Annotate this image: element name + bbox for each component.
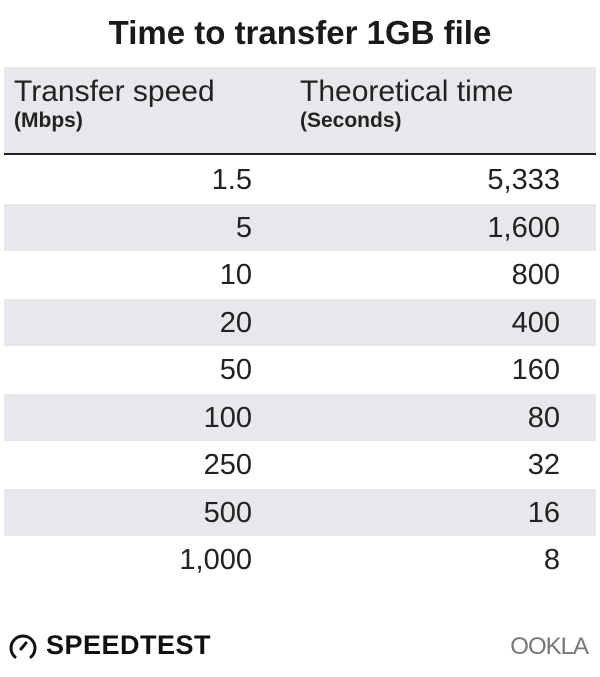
- table-row: 100 80: [4, 393, 596, 441]
- time-cell: 1,600: [487, 211, 560, 244]
- header-speed-label: Transfer speed: [14, 75, 215, 108]
- header-time-label: Theoretical time: [300, 75, 514, 108]
- table-row: 10 800: [4, 251, 596, 299]
- speed-cell: 20: [219, 306, 252, 339]
- time-cell: 400: [511, 306, 560, 339]
- table-body: 1.5 5,333 5 1,600 10 800 20 400 50 160 100 80 250 32 5…: [4, 156, 596, 584]
- speed-cell: 100: [203, 401, 252, 434]
- time-cell: 80: [527, 401, 560, 434]
- data-table: Transfer speed (Mbps) Theoretical time (…: [4, 67, 596, 584]
- header-speed-unit: (Mbps): [14, 109, 83, 132]
- time-cell: 8: [543, 544, 560, 576]
- speed-cell: 50: [219, 354, 252, 386]
- table-row: 1.5 5,333: [4, 156, 596, 204]
- speed-cell: 1,000: [179, 544, 252, 576]
- header-time-unit: (Seconds): [300, 109, 402, 132]
- speedtest-logo: SPEEDTEST: [8, 630, 211, 661]
- time-cell: 5,333: [487, 164, 560, 196]
- chart-title: Time to transfer 1GB file: [108, 14, 492, 51]
- table-row: 50 160: [4, 346, 596, 394]
- time-cell: 800: [511, 259, 560, 291]
- speed-cell: 10: [219, 259, 252, 291]
- header-time: Theoretical time (Seconds): [300, 75, 513, 133]
- time-cell: 16: [527, 496, 560, 529]
- speedometer-icon: [9, 634, 37, 658]
- time-cell: 160: [511, 354, 560, 386]
- table-row: 20 400: [4, 298, 596, 346]
- table-row: 500 16: [4, 488, 596, 536]
- speed-cell: 250: [203, 449, 252, 481]
- speed-cell: 5: [235, 211, 252, 244]
- ookla-logo: OOKLA: [510, 633, 589, 660]
- time-cell: 32: [527, 449, 560, 481]
- speed-cell: 500: [203, 496, 252, 529]
- table-row: 1,000 8: [4, 536, 596, 584]
- table-row: 250 32: [4, 441, 596, 489]
- header-speed: Transfer speed (Mbps): [14, 75, 215, 133]
- table-header: Transfer speed (Mbps) Theoretical time (…: [4, 67, 596, 155]
- speed-cell: 1.5: [211, 164, 252, 196]
- table-row: 5 1,600: [4, 203, 596, 251]
- speedtest-wordmark: SPEEDTEST: [46, 630, 212, 660]
